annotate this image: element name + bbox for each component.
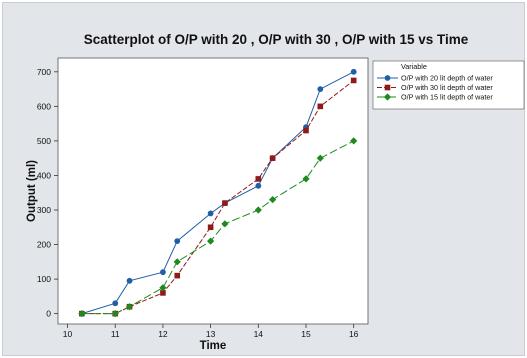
data-point (317, 103, 324, 110)
y-axis-label: Output (ml) (26, 160, 38, 222)
data-point (207, 237, 215, 245)
data-point (78, 310, 86, 318)
legend-marker (384, 75, 391, 81)
data-point (316, 154, 324, 162)
legend-item: O/P with 15 lit depth of water (377, 93, 493, 102)
y-tick-label: 700 (37, 67, 51, 77)
legend-label: O/P with 15 lit depth of water (401, 93, 493, 102)
data-point (221, 220, 229, 228)
data-point (269, 155, 276, 161)
data-point (317, 86, 324, 92)
y-tick-label: 400 (37, 170, 51, 180)
legend-item: O/P with 20 lit depth of water (377, 74, 493, 83)
data-point (350, 137, 358, 145)
data-point (207, 224, 214, 231)
axes: 10 11 12 13 14 15 16 0 100 200 300 400 500 600 700 (37, 67, 359, 339)
x-tick-label: 16 (349, 329, 359, 339)
x-tick-label: 11 (111, 329, 120, 339)
data-point (222, 200, 228, 206)
legend: Variable O/P with 20 lit depth of waterO… (372, 60, 525, 110)
legend-label: O/P with 20 lit depth of water (401, 74, 493, 83)
y-tick-label: 300 (37, 205, 51, 215)
data-point (159, 284, 167, 292)
series-layer (78, 68, 358, 318)
data-point (303, 127, 309, 134)
legend-title: Variable (401, 62, 427, 71)
y-tick-label: 200 (37, 240, 51, 250)
data-point (254, 206, 262, 214)
data-point (160, 290, 166, 296)
x-tick-label: 13 (206, 329, 216, 339)
series-3 (78, 137, 358, 318)
scatterplot-chart: Scatterplot of O/P with 20 , O/P with 30… (26, 32, 525, 352)
data-point (160, 269, 166, 276)
data-point (174, 238, 181, 244)
chart-title: Scatterplot of O/P with 20 , O/P with 30… (84, 32, 469, 47)
x-tick-label: 14 (254, 329, 264, 339)
data-point (173, 258, 181, 266)
legend-box (372, 60, 525, 110)
series-line (81, 71, 354, 315)
data-point (174, 272, 181, 279)
legend-marker (384, 84, 391, 91)
y-tick-label: 500 (37, 136, 51, 146)
data-point (125, 303, 134, 311)
data-point (255, 182, 262, 189)
x-axis-label: Time (200, 340, 227, 352)
x-tick-label: 10 (63, 329, 73, 339)
data-point (269, 196, 277, 204)
x-tick-label: 15 (301, 329, 311, 339)
series-1 (78, 68, 357, 317)
data-point (112, 300, 119, 307)
data-point (302, 175, 310, 183)
legend-item: O/P with 30 lit depth of water (377, 83, 493, 92)
data-point (255, 176, 262, 182)
data-point (207, 210, 214, 217)
plot-area (57, 57, 369, 325)
y-tick-label: 100 (37, 274, 51, 284)
legend-marker (383, 93, 392, 101)
data-point (126, 277, 133, 284)
legend-label: O/P with 30 lit depth of water (401, 83, 493, 92)
data-point (350, 77, 357, 84)
data-point (350, 68, 357, 75)
y-tick-label: 0 (46, 309, 51, 319)
x-tick-label: 12 (158, 329, 168, 339)
y-tick-label: 600 (37, 101, 51, 111)
data-point (111, 310, 119, 318)
